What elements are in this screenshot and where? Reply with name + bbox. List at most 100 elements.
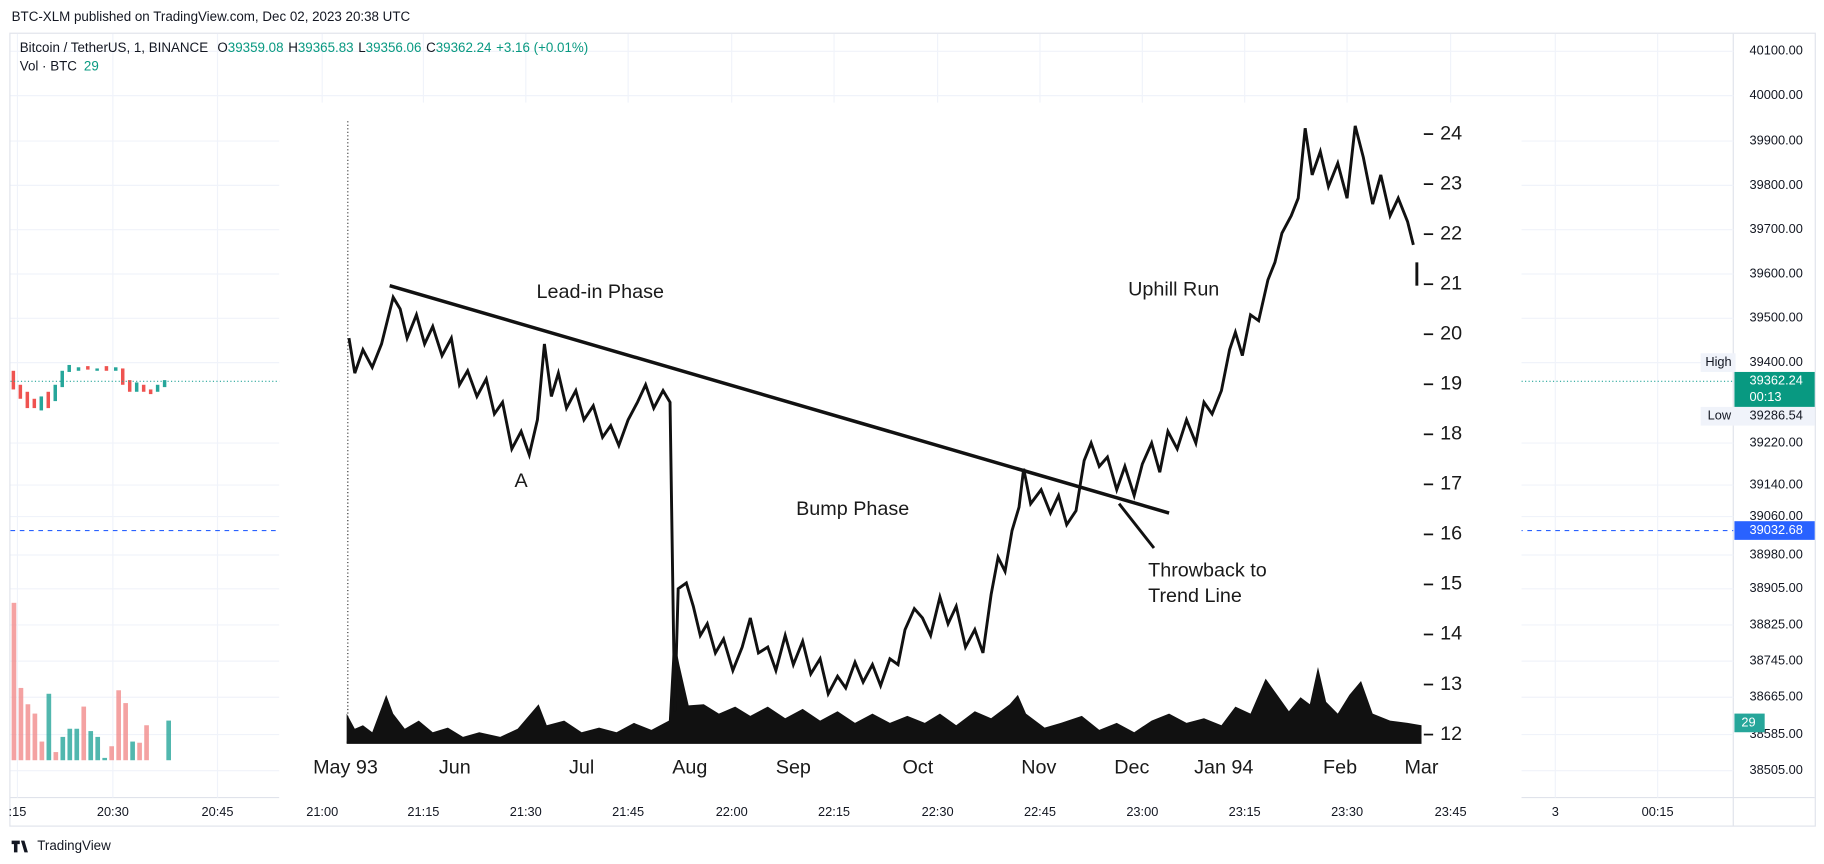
time-label: 3 bbox=[1552, 804, 1559, 819]
inset-x-label: Feb bbox=[1323, 757, 1357, 779]
inset-y-label: 13 bbox=[1440, 673, 1462, 695]
candle bbox=[148, 389, 153, 395]
candle bbox=[39, 396, 44, 411]
legend-item: 29 bbox=[84, 58, 99, 73]
inset-y-label: 20 bbox=[1440, 322, 1462, 344]
line-price-badge bbox=[1734, 521, 1815, 540]
candle bbox=[11, 370, 16, 390]
inset-x-label: Mar bbox=[1404, 757, 1438, 779]
candle bbox=[76, 367, 81, 371]
inset-y-label: 24 bbox=[1440, 122, 1462, 144]
volume-bars bbox=[11, 602, 171, 761]
low-value: 39286.54 bbox=[1750, 408, 1803, 423]
trend-line bbox=[389, 283, 1170, 515]
volume-bar bbox=[53, 752, 59, 761]
logo bbox=[11, 840, 28, 853]
legend: Bitcoin / TetherUS, 1, BINANCE O39359.08 H… bbox=[20, 39, 588, 73]
candle bbox=[53, 384, 57, 402]
price-label: 38665.00 bbox=[1750, 689, 1803, 704]
throwback-pointer bbox=[1117, 502, 1156, 549]
time-label: 20:30 bbox=[97, 804, 129, 819]
inset-x-label: Jul bbox=[569, 757, 594, 779]
volume-bar bbox=[74, 728, 80, 761]
low-tag-text: Low bbox=[1708, 408, 1732, 423]
inset-y-label: 16 bbox=[1440, 523, 1462, 545]
volume-bar bbox=[130, 741, 135, 761]
inset-y-label: 15 bbox=[1440, 573, 1462, 595]
volume-bar bbox=[25, 704, 31, 761]
volume-bar bbox=[109, 746, 114, 761]
legend-item: L bbox=[358, 39, 365, 54]
legend-item: 39362.24 bbox=[436, 39, 492, 54]
inset-x-label: Aug bbox=[672, 757, 707, 779]
last-price: 39362.24 bbox=[1750, 373, 1803, 388]
annotation: Bump Phase bbox=[796, 498, 909, 520]
price-label: 38825.00 bbox=[1750, 616, 1803, 631]
price-label: 39900.00 bbox=[1750, 132, 1803, 147]
time-label: 21:00 bbox=[306, 804, 338, 819]
published-note: BTC-XLM published on TradingView.com, De… bbox=[12, 9, 411, 24]
volume-bar bbox=[95, 736, 101, 761]
time-label: 23:30 bbox=[1331, 804, 1363, 819]
time-label: 23:45 bbox=[1435, 804, 1467, 819]
volume-bar bbox=[123, 703, 128, 761]
inset-x-label: Sep bbox=[776, 757, 811, 779]
countdown: 00:13 bbox=[1750, 389, 1782, 404]
inset-x-label: Nov bbox=[1021, 757, 1056, 779]
volume-bar bbox=[116, 690, 121, 761]
time-label: 22:00 bbox=[716, 804, 748, 819]
inset-y-label: 17 bbox=[1440, 473, 1462, 495]
volume-bar bbox=[144, 725, 149, 761]
candle bbox=[18, 384, 23, 399]
inset-image: 24 23 22 21 20 19 18 17 16 15 14 13 12 May 93 Jun Jul Au… bbox=[279, 102, 1522, 807]
last-price-badge bbox=[1734, 371, 1815, 407]
legend-item: Vol · BTC bbox=[20, 58, 78, 73]
time-label: 23:15 bbox=[1229, 804, 1261, 819]
candle bbox=[67, 364, 71, 372]
inset-y-axis: 24 23 22 21 20 19 18 17 16 15 14 13 12 May 93 Jun Jul Au… bbox=[313, 122, 1462, 778]
high-tag-text: High bbox=[1705, 354, 1731, 369]
inset-background bbox=[279, 102, 1522, 807]
volume-bar bbox=[137, 742, 142, 761]
legend-item: +3.16 (+0.01%) bbox=[496, 39, 588, 54]
footer: TradingView bbox=[11, 838, 111, 853]
time-label: 00:15 bbox=[1642, 804, 1674, 819]
volume-bar bbox=[60, 736, 66, 761]
time-label: 21:45 bbox=[612, 804, 644, 819]
candle bbox=[95, 368, 99, 371]
volume-bar bbox=[46, 693, 52, 761]
annotation: Uphill Run bbox=[1128, 279, 1219, 301]
volume-bar bbox=[88, 731, 94, 761]
volume-badge-text: 29 bbox=[1741, 714, 1755, 729]
high-tag bbox=[1700, 353, 1736, 372]
candle bbox=[134, 382, 139, 392]
time-axis: :15 20:30 20:45 21:00 21:15 21:30 21:45 22:00 22… bbox=[9, 804, 1674, 819]
price-label: 38505.00 bbox=[1750, 762, 1803, 777]
annotation: Lead-in Phase bbox=[537, 281, 664, 303]
line-price: 39032.68 bbox=[1750, 522, 1803, 537]
inset-x-label: May 93 bbox=[313, 757, 378, 779]
candles bbox=[11, 364, 167, 411]
inset-x-label: Dec bbox=[1114, 757, 1149, 779]
candle bbox=[141, 384, 146, 392]
legend-item: C bbox=[426, 39, 436, 54]
chart-frame bbox=[9, 32, 1816, 827]
inset-x-label: Jan 94 bbox=[1194, 757, 1253, 779]
candle bbox=[120, 368, 125, 385]
price-label: 40100.00 bbox=[1750, 43, 1803, 58]
price-label: 39500.00 bbox=[1750, 310, 1803, 325]
candle bbox=[104, 366, 109, 371]
candle bbox=[25, 391, 30, 409]
candle bbox=[114, 367, 118, 371]
annotation: Throwback to bbox=[1148, 560, 1267, 582]
legend-line: Bitcoin / TetherUS, 1, BINANCE O39359.08 H… bbox=[20, 39, 588, 54]
inset-y-label: 19 bbox=[1440, 373, 1462, 395]
price-label: 39220.00 bbox=[1750, 434, 1803, 449]
inset-x-label: Jun bbox=[439, 757, 471, 779]
inset-y-label: 23 bbox=[1440, 172, 1462, 194]
candle bbox=[155, 384, 160, 392]
inset-price-bars bbox=[347, 125, 1415, 712]
volume-bar bbox=[102, 757, 108, 761]
candle bbox=[162, 380, 167, 388]
